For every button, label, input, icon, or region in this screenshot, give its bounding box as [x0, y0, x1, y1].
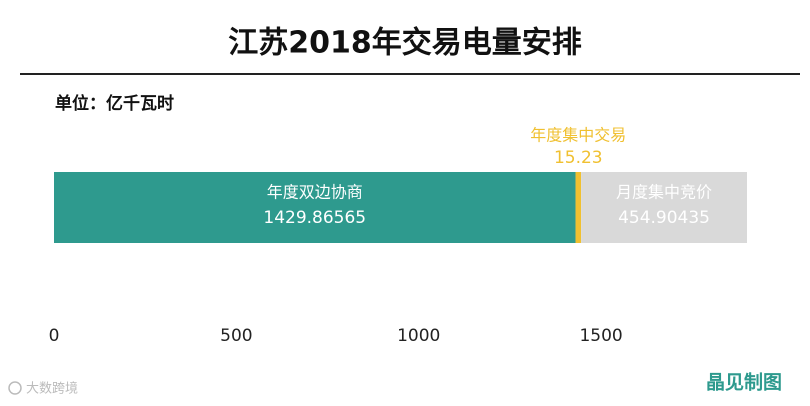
bar-segment: [581, 172, 747, 243]
x-tick-label: 0: [49, 326, 60, 346]
bar-segment: [575, 172, 582, 243]
segment-value: 454.90435: [618, 208, 710, 228]
x-tick-label: 500: [220, 326, 252, 346]
watermark: 大数跨境: [26, 382, 78, 397]
segment-value: 1429.86565: [263, 208, 366, 228]
segment-name: 年度双边协商: [267, 183, 363, 202]
credit: 晶见制图: [706, 371, 782, 394]
x-tick-label: 1500: [579, 326, 622, 346]
chart-title: 江苏2018年交易电量安排: [228, 26, 582, 61]
segment-name: 月度集中竞价: [616, 183, 712, 202]
bar-segment: [54, 172, 576, 243]
unit-label: 单位：亿千瓦时: [55, 93, 174, 114]
x-tick-label: 1000: [397, 326, 440, 346]
segment-name: 年度集中交易: [530, 126, 626, 145]
watermark-icon: [8, 381, 22, 395]
segment-value: 15.23: [554, 148, 603, 168]
